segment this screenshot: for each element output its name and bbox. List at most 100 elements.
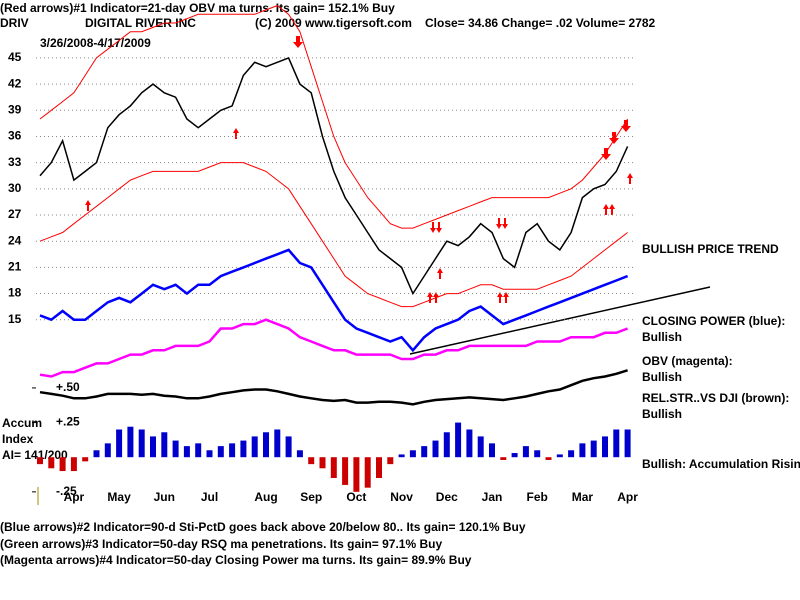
bar	[285, 436, 292, 458]
x-tick-label: Sep	[300, 490, 322, 504]
bar	[93, 450, 100, 458]
series-line	[39, 248, 629, 353]
accum-title: Accum	[2, 416, 42, 430]
annotation: REL.STR..VS DJI (brown):	[642, 391, 789, 405]
bar	[138, 429, 145, 458]
footer: (Blue arrows)#2 Indicator=90-d Sti-PctD …	[0, 520, 526, 534]
bar	[195, 443, 202, 458]
trend-line	[409, 286, 711, 355]
x-tick-label: Aug	[254, 490, 277, 504]
bar	[37, 457, 43, 465]
bar	[376, 457, 382, 478]
bar	[545, 457, 552, 460]
bar	[70, 457, 77, 472]
y-tick-label: 42	[8, 76, 22, 90]
bar	[296, 450, 303, 458]
bar	[579, 443, 586, 458]
bar	[263, 432, 269, 458]
bar	[455, 422, 462, 458]
bar	[150, 436, 156, 458]
company: DIGITAL RIVER INC	[85, 16, 196, 30]
y-tick-label: 15	[8, 312, 22, 326]
x-tick-label: Nov	[390, 490, 413, 504]
double-arrows	[427, 204, 615, 303]
bar	[104, 443, 111, 458]
footer: (Magenta arrows)#4 Indicator=50-day Clos…	[0, 553, 472, 567]
y-tick-label: 33	[8, 155, 22, 169]
bar	[613, 429, 620, 458]
annotation: Bullish: Accumulation Rising	[642, 457, 800, 471]
bar	[161, 432, 168, 458]
x-tick-label: Feb	[527, 490, 548, 504]
y-tick-label: 45	[8, 50, 22, 64]
bar	[116, 429, 123, 458]
y-tick-label: 39	[8, 102, 22, 116]
y-tick-label: 36	[8, 129, 22, 143]
bar	[229, 443, 236, 458]
y-tick-label: 27	[8, 207, 22, 221]
annotation: Bullish	[642, 370, 682, 384]
header: (Red arrows)#1 Indicator=21-day OBV ma t…	[0, 1, 395, 15]
x-tick-label: Jan	[482, 490, 503, 504]
annotation: CLOSING POWER (blue):	[642, 314, 785, 328]
bar	[127, 426, 134, 458]
accum-title: Index	[2, 432, 34, 446]
y-tick-label: +.25	[56, 415, 80, 429]
bar	[500, 457, 507, 460]
bar	[183, 446, 190, 458]
bar	[477, 436, 484, 458]
bar	[511, 453, 518, 458]
x-tick-label: Mar	[572, 490, 594, 504]
y-tick-label: -.25	[56, 484, 77, 498]
x-tick-label: Apr	[64, 490, 85, 504]
footer: (Green arrows)#3 Indicator=50-day RSQ ma…	[0, 537, 442, 551]
bar	[568, 450, 575, 458]
bar	[353, 457, 360, 492]
bar	[489, 443, 495, 458]
bar	[409, 450, 416, 458]
bar	[421, 446, 428, 458]
x-tick-label: Apr	[617, 490, 638, 504]
series-line	[39, 162, 628, 308]
bar	[556, 454, 563, 458]
bar	[319, 457, 326, 469]
y-tick-label: 30	[8, 181, 22, 195]
copyright: (C) 2009 www.tigersoft.com	[255, 16, 412, 30]
bar	[398, 454, 405, 458]
bar	[443, 432, 450, 458]
y-tick-label: 21	[8, 260, 22, 274]
bar	[432, 440, 439, 458]
annotation: BULLISH PRICE TREND	[642, 242, 779, 256]
bar	[217, 446, 224, 458]
series-line	[39, 369, 628, 406]
bar	[534, 450, 541, 458]
bar	[342, 457, 349, 485]
bar	[624, 429, 631, 458]
date-range: 3/26/2008-4/17/2009	[40, 36, 151, 50]
bar	[308, 457, 315, 465]
bar	[364, 457, 371, 488]
bar	[48, 457, 55, 469]
bar	[330, 457, 337, 478]
bar	[522, 446, 529, 458]
accum-title: AI= 141/200	[2, 448, 68, 462]
x-tick-label: Oct	[346, 490, 366, 504]
annotation: OBV (magenta):	[642, 354, 733, 368]
bar	[466, 429, 473, 458]
y-tick-label: 18	[8, 286, 22, 300]
signal-arrows	[85, 36, 633, 279]
bar	[251, 436, 258, 458]
bar	[206, 450, 213, 458]
bar	[172, 440, 179, 458]
x-tick-label: Jun	[154, 490, 175, 504]
y-tick-label: +.50	[56, 380, 80, 394]
annotation: Bullish	[642, 330, 682, 344]
y-tick-label: 24	[8, 233, 22, 247]
quote: Close= 34.86 Change= .02 Volume= 2782	[425, 16, 656, 30]
series-line	[39, 56, 629, 296]
x-tick-label: May	[107, 490, 131, 504]
annotation: Bullish	[642, 407, 682, 421]
bar	[59, 457, 66, 472]
x-tick-label: Jul	[201, 490, 218, 504]
